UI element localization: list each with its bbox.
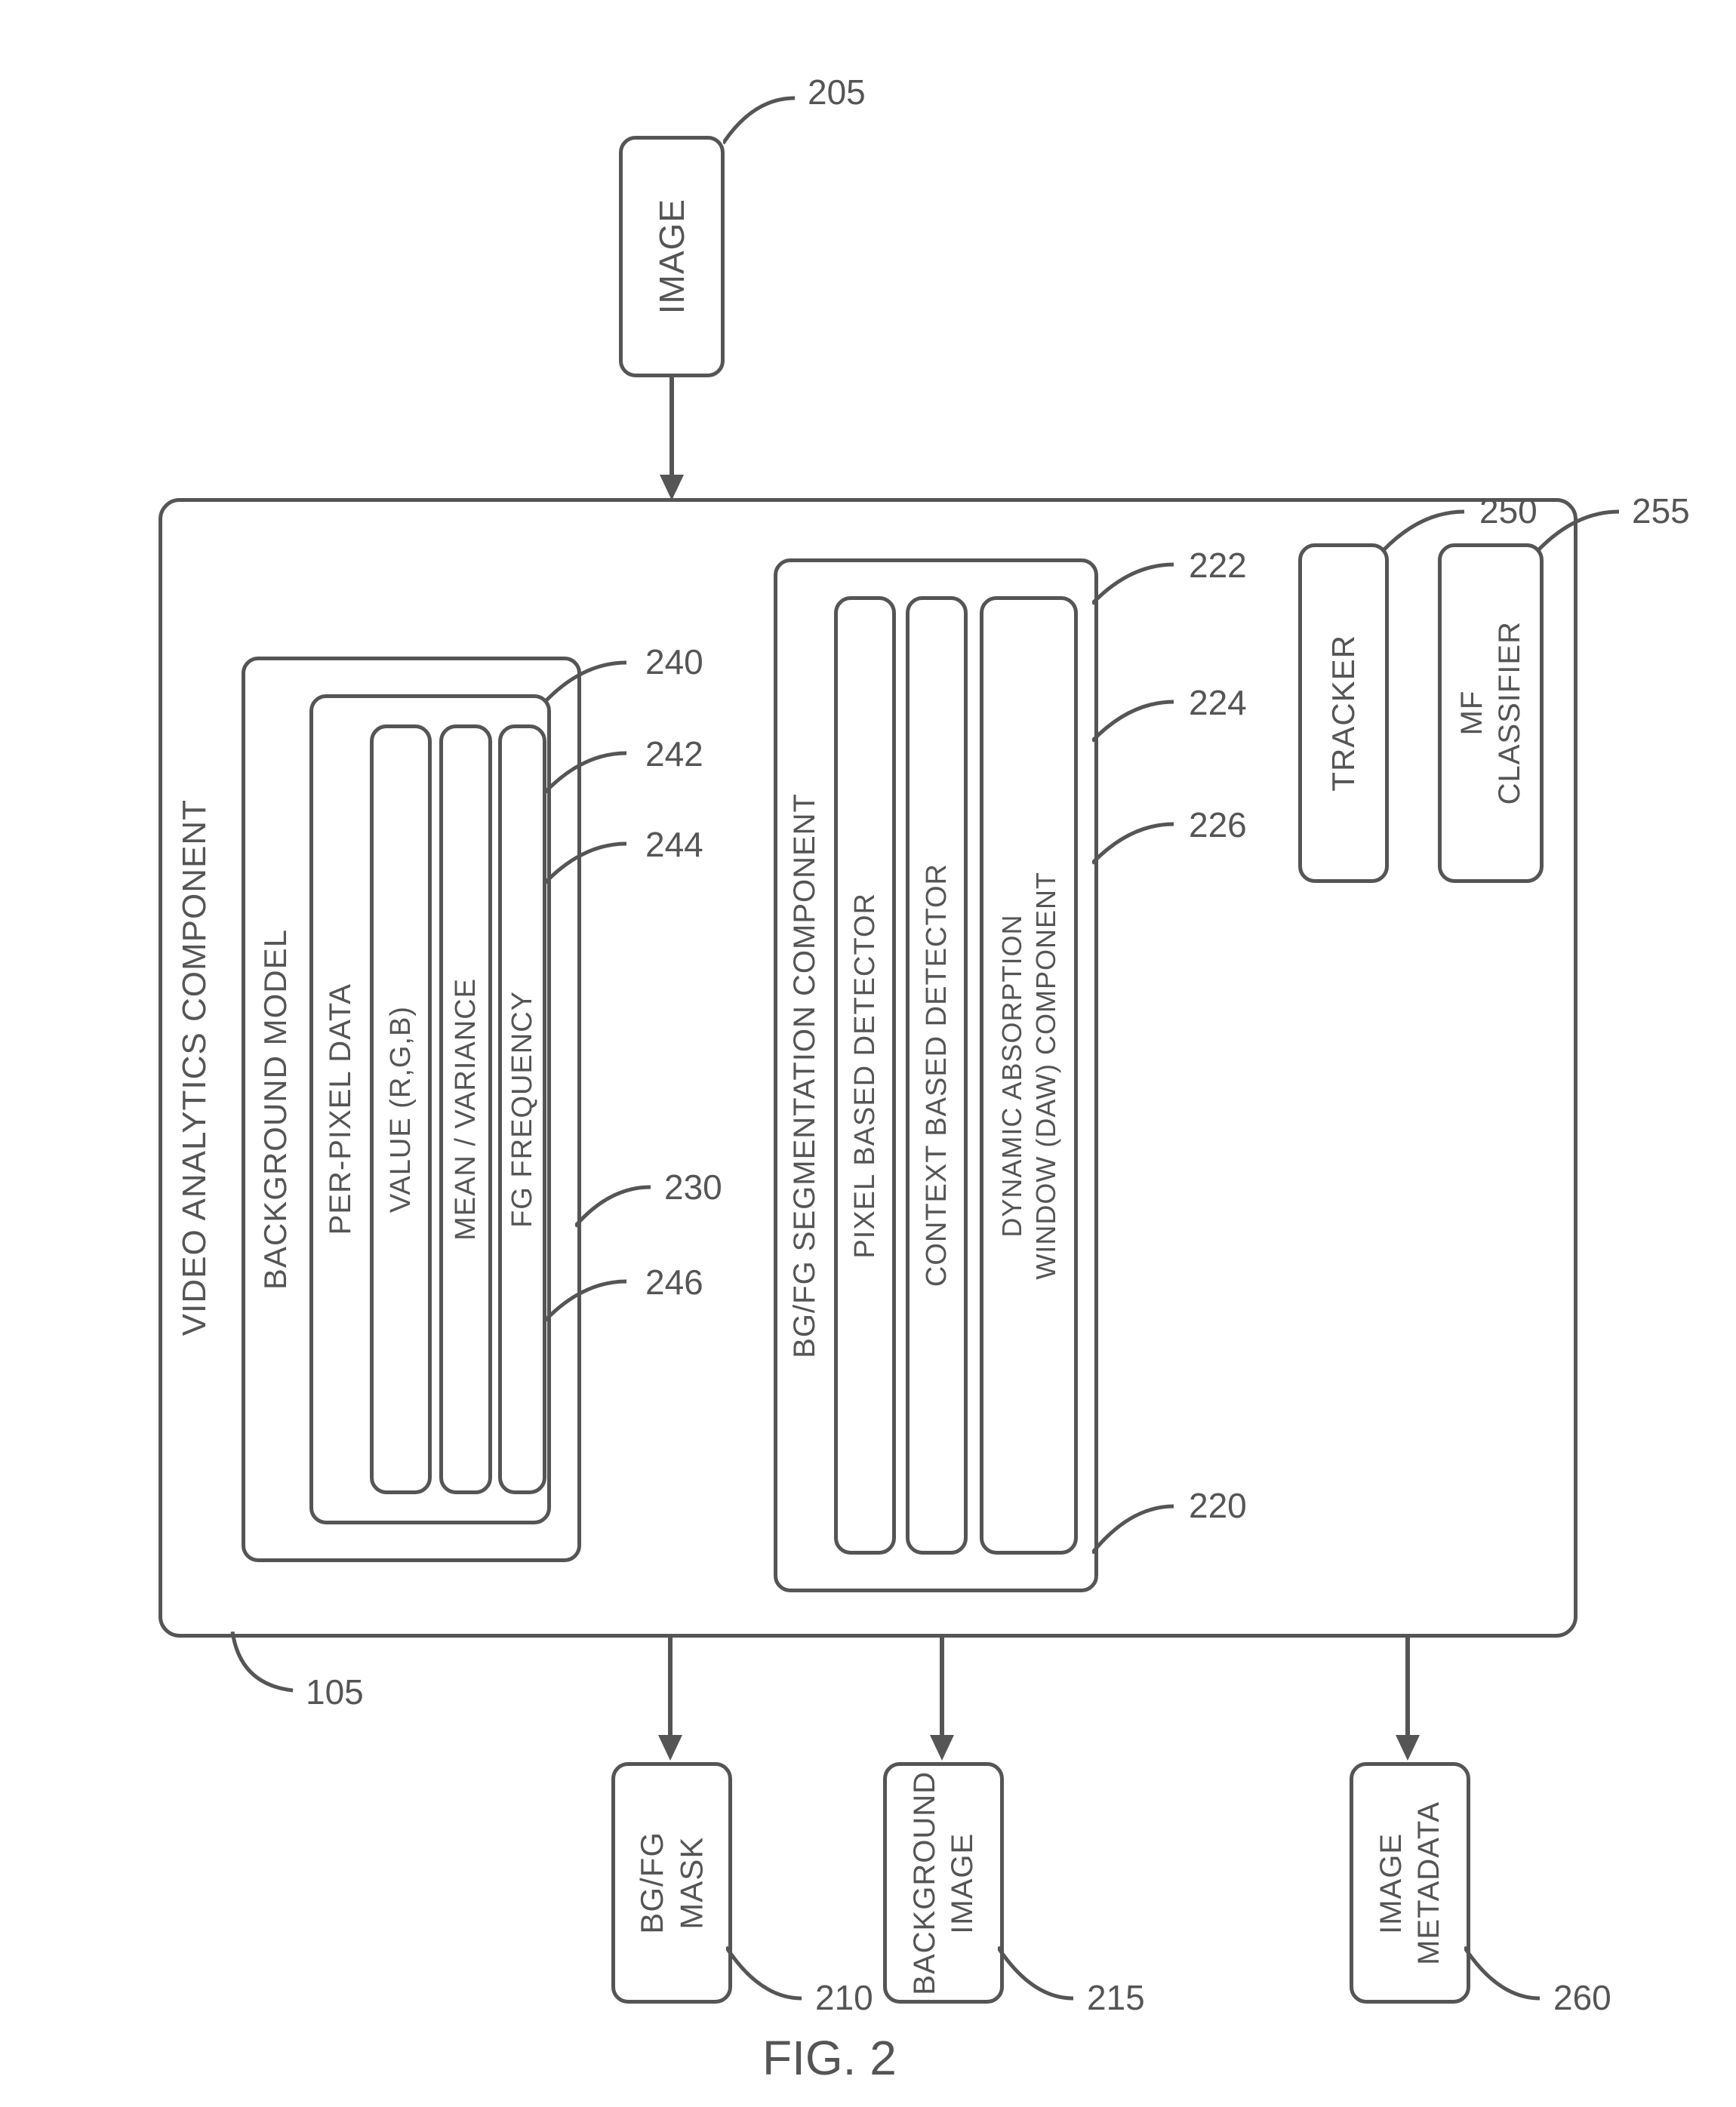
arrow-to-meta: [1393, 1634, 1423, 1762]
mf-classifier-box: MF CLASSIFIER: [1438, 543, 1544, 883]
leader-240: [545, 657, 636, 709]
ref-215: 215: [1087, 1977, 1145, 2018]
bg-model-label: BACKGROUND MODEL: [257, 929, 294, 1290]
ref-210: 210: [815, 1977, 873, 2018]
leader-105: [225, 1632, 300, 1699]
ref-255: 255: [1632, 491, 1690, 531]
mean-variance-label: MEAN / VARIANCE: [450, 978, 482, 1241]
leader-242: [545, 747, 636, 800]
ref-260: 260: [1553, 1977, 1611, 2018]
pixel-detector-box: PIXEL BASED DETECTOR: [834, 596, 896, 1555]
diagram-stage: IMAGE 205 VIDEO ANALYTICS COMPONENT 105 …: [0, 0, 1736, 2107]
tracker-label: TRACKER: [1325, 635, 1362, 792]
ref-240: 240: [645, 641, 703, 682]
image-box-label: IMAGE: [651, 198, 692, 314]
ppd-label: PER-PIXEL DATA: [324, 983, 358, 1235]
leader-222: [1092, 558, 1183, 611]
leader-230: [575, 1181, 658, 1234]
leader-260: [1464, 1939, 1547, 2007]
ref-242: 242: [645, 734, 703, 774]
value-rgb-box: VALUE (R,G,B): [370, 724, 432, 1494]
leader-226: [1092, 818, 1183, 871]
arrow-to-bg: [927, 1634, 957, 1762]
ref-220: 220: [1189, 1485, 1247, 1526]
leader-210: [726, 1939, 809, 2007]
ref-222: 222: [1189, 545, 1247, 586]
mask-box: BG/FG MASK: [611, 1762, 732, 2004]
arrow-image-to-vac: [657, 374, 687, 502]
fg-frequency-box: FG FREQUENCY: [498, 724, 546, 1494]
leader-224: [1092, 696, 1183, 749]
ref-205: 205: [808, 72, 866, 112]
ref-230: 230: [664, 1167, 722, 1207]
ref-244: 244: [645, 824, 703, 865]
ref-105: 105: [306, 1672, 364, 1712]
leader-244: [545, 838, 636, 890]
leader-205: [723, 91, 814, 151]
daw-label: DYNAMIC ABSORPTION WINDOW (DAW) COMPONEN…: [995, 872, 1063, 1280]
context-detector-label: CONTEXT BASED DETECTOR: [921, 863, 953, 1287]
value-rgb-label: VALUE (R,G,B): [385, 1006, 417, 1213]
mean-variance-box: MEAN / VARIANCE: [439, 724, 492, 1494]
context-detector-box: CONTEXT BASED DETECTOR: [906, 596, 968, 1555]
mask-label: BG/FG MASK: [633, 1832, 712, 1934]
bg-image-box: BACKGROUND IMAGE: [883, 1762, 1004, 2004]
metadata-label: IMAGE METADATA: [1372, 1801, 1448, 1965]
metadata-box: IMAGE METADATA: [1350, 1762, 1470, 2004]
leader-215: [998, 1939, 1081, 2007]
fg-frequency-label: FG FREQUENCY: [506, 991, 539, 1228]
leader-220: [1092, 1500, 1183, 1568]
ref-246: 246: [645, 1262, 703, 1303]
pixel-detector-label: PIXEL BASED DETECTOR: [849, 893, 882, 1259]
daw-component-box: DYNAMIC ABSORPTION WINDOW (DAW) COMPONEN…: [980, 596, 1078, 1555]
mf-classifier-label: MF CLASSIFIER: [1453, 621, 1528, 804]
bg-image-label: BACKGROUND IMAGE: [906, 1771, 981, 1995]
vac-label: VIDEO ANALYTICS COMPONENT: [176, 799, 214, 1336]
seg-label: BG/FG SEGMENTATION COMPONENT: [788, 793, 822, 1358]
ref-250: 250: [1479, 491, 1537, 531]
arrow-to-mask: [655, 1634, 685, 1762]
leader-255: [1537, 506, 1628, 558]
figure-label: FIG. 2: [762, 2030, 897, 2086]
leader-246: [545, 1275, 636, 1328]
image-box: IMAGE: [619, 136, 725, 377]
ref-224: 224: [1189, 682, 1247, 723]
tracker-box: TRACKER: [1298, 543, 1389, 883]
ref-226: 226: [1189, 804, 1247, 845]
